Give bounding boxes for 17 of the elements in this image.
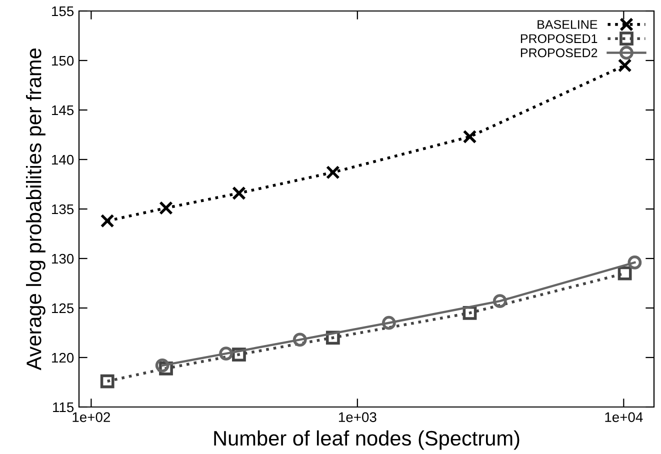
legend-label: PROPOSED1 [520, 34, 598, 44]
x-axis-title: Number of leaf nodes (Spectrum) [214, 430, 520, 450]
y-tick-label: 135 [52, 204, 74, 214]
y-tick-label: 140 [52, 154, 74, 165]
x-tick-label: 1e+04 [605, 412, 643, 422]
y-axis-title: Average log probabilities per frame [26, 48, 46, 370]
y-tick-label: 115 [53, 402, 74, 412]
y-tick-label: 155 [52, 6, 74, 16]
x-tick-label: 1e+02 [72, 412, 110, 422]
y-tick-label: 120 [52, 352, 74, 363]
y-tick-label: 130 [52, 254, 74, 264]
y-tick-label: 125 [52, 303, 74, 314]
y-tick-label: 145 [52, 105, 74, 116]
legend-label: PROPOSED2 [520, 48, 598, 58]
y-tick-label: 150 [52, 56, 74, 66]
x-tick-label: 1e+03 [338, 412, 376, 422]
legend-label: BASELINE [538, 20, 598, 29]
